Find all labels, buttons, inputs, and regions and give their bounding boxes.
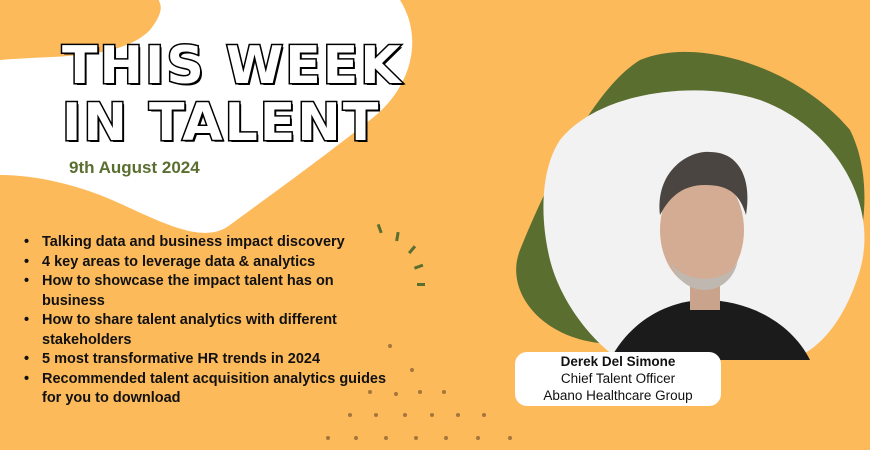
shirt [610,300,810,360]
title-line-1: THIS WEEK [61,36,403,96]
white-blob-top [0,0,413,233]
topic-item: 5 most transformative HR trends in 2024 [22,350,392,370]
title-line-2: IN TALENT [60,93,381,153]
decorative-dashes [376,223,425,286]
topic-item: 4 key areas to leverage data & analytics [22,253,392,273]
speaker-company: Abano Healthcare Group [543,388,693,403]
topic-item: How to showcase the impact talent has on… [22,272,392,311]
issue-date: 9th August 2024 [69,158,200,177]
topic-item: Recommended talent acquisition analytics… [22,370,392,409]
topic-item: Talking data and business impact discove… [22,233,392,253]
speaker-role: Chief Talent Officer [560,371,676,386]
speaker-name: Derek Del Simone [560,354,676,369]
topic-list: Talking data and business impact discove… [22,233,392,409]
speaker-photo [610,151,810,360]
speaker-caption: Derek Del Simone Chief Talent Officer Ab… [515,352,721,406]
topic-item: How to share talent analytics with diffe… [22,311,392,350]
